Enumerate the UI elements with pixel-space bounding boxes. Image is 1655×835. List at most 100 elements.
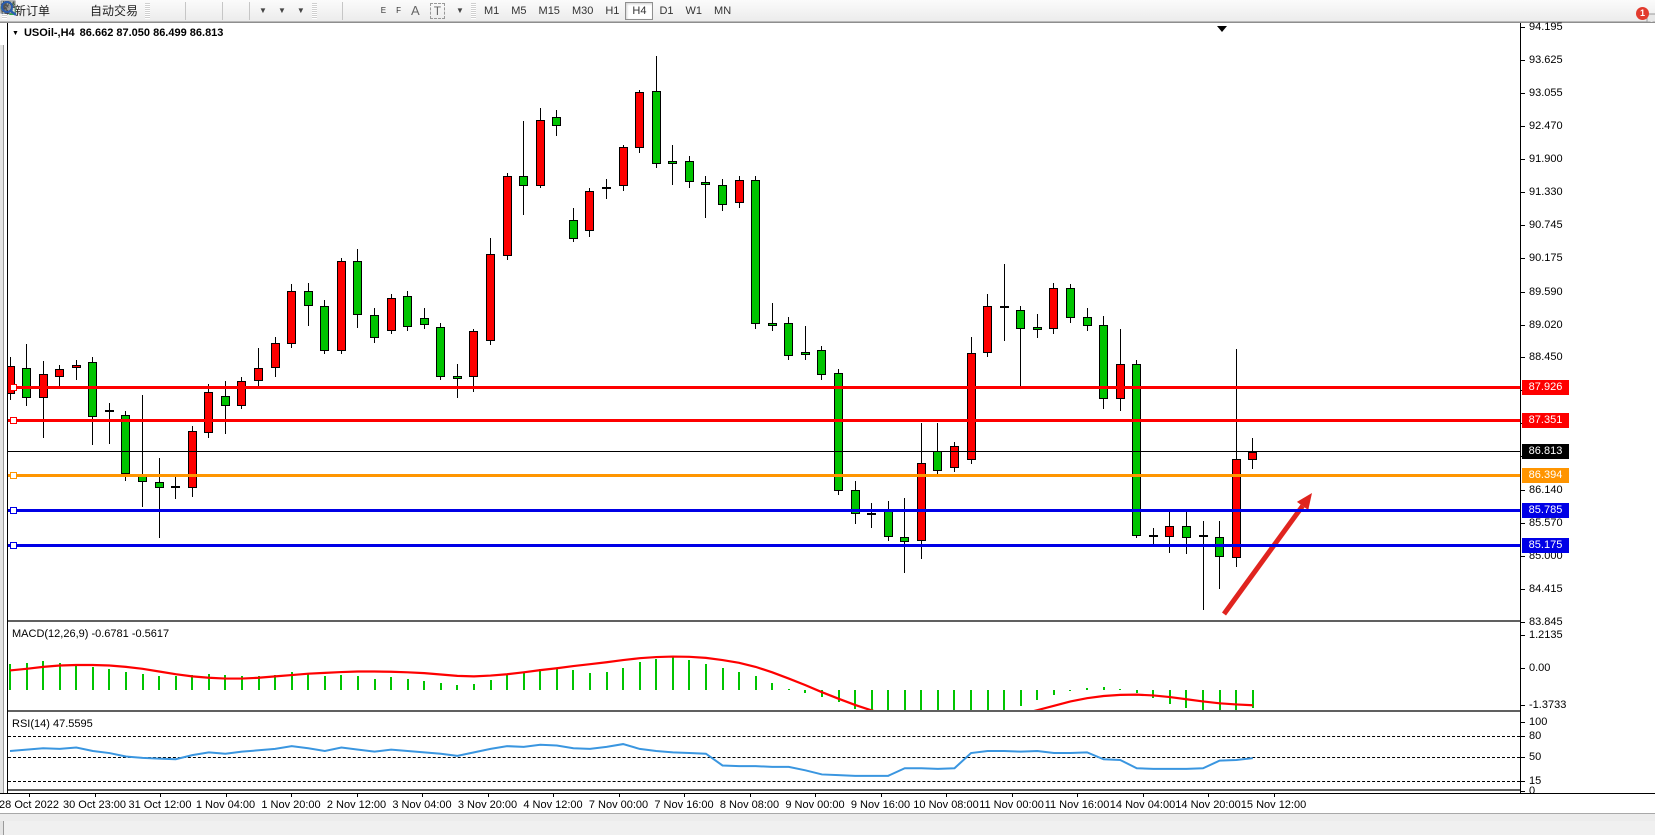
candle-wick (142, 394, 144, 507)
timeframe-D1[interactable]: D1 (659, 4, 674, 17)
chart-window: ▼ USOil-,H4 86.662 87.050 86.499 86.813 … (0, 21, 1655, 835)
candle-up (38, 374, 48, 398)
accounts-icon[interactable] (1, 1, 75, 21)
candlestick-mode-icon[interactable] (2, 1, 172, 21)
crosshair-tool-icon[interactable] (1, 0, 339, 21)
horizontal-line-86.394[interactable] (8, 474, 1520, 478)
arrows-tool-icon[interactable]: ▼ (0, 1, 469, 21)
candle-up (270, 342, 280, 369)
rsi-level-15 (8, 780, 1520, 782)
macd-histogram-bar (373, 678, 376, 690)
channel-tool-suffix: E (380, 6, 387, 15)
timeframe-W1[interactable]: W1 (685, 4, 703, 17)
line-chart-mode-icon[interactable] (0, 1, 182, 21)
horizontal-line-85.175[interactable] (8, 544, 1520, 548)
channel-tool-icon[interactable]: E (0, 1, 391, 21)
date-tick (1142, 794, 1144, 797)
macd-histogram-bar (804, 690, 807, 693)
candle-down (867, 512, 877, 516)
tile-windows-icon[interactable] (1, 1, 219, 21)
line-handle[interactable] (10, 472, 17, 480)
price-tick (1521, 258, 1525, 260)
macd-histogram-bar (25, 662, 28, 690)
toolbar-grip (145, 2, 151, 19)
line-handle[interactable] (10, 542, 17, 550)
macd-histogram-bar (671, 657, 674, 690)
macd-histogram-bar (356, 675, 359, 690)
macd-histogram-bar (771, 683, 774, 690)
new-order-button[interactable]: 新订单 (9, 1, 55, 21)
price-tick (1521, 589, 1525, 591)
date-tick (880, 794, 882, 797)
timeframe-M1[interactable]: M1 (483, 4, 500, 17)
horizontal-line-87.926[interactable] (8, 385, 1520, 389)
signal-icon[interactable] (0, 1, 85, 21)
date-tick (29, 794, 30, 797)
zoom-in-icon[interactable] (2, 1, 199, 21)
price-axis[interactable]: 94.195 93.625 93.055 92.470 91.900 91.330 90.7… (1521, 21, 1655, 797)
text-label-tool-icon[interactable]: T (425, 1, 450, 21)
main-price-panel[interactable] (8, 23, 1520, 622)
fibonacci-tool-icon[interactable]: F (1, 1, 406, 21)
bar-chart-mode-icon[interactable] (2, 1, 162, 21)
symbol-dropdown-icon[interactable]: ▼ (12, 29, 19, 37)
gold-ingot-icon[interactable] (2, 1, 65, 21)
chevron-down-icon: ▼ (277, 6, 286, 15)
timeframe-MN[interactable]: MN (714, 4, 732, 17)
price-badge: 85.785 (1522, 503, 1569, 519)
timeframe-M5[interactable]: M5 (511, 4, 527, 17)
candle-down (718, 185, 727, 205)
horizontal-line-87.351[interactable] (8, 419, 1520, 423)
chart-shift-icon[interactable] (0, 1, 246, 21)
timeframe-H4[interactable]: H4 (625, 1, 654, 20)
new-chart-button[interactable]: ▼ (0, 1, 272, 21)
rsi-panel[interactable]: RSI(14) 47.5595 (8, 716, 1520, 791)
timeframe-M15[interactable]: M15 (538, 4, 560, 17)
trendline-tool-icon[interactable] (1, 1, 376, 21)
vertical-line-tool-icon[interactable] (5, 1, 356, 21)
timeframe-M30[interactable]: M30 (571, 4, 594, 17)
auto-trading-button[interactable]: 自动交易 (0, 1, 143, 21)
line-handle[interactable] (10, 507, 17, 515)
trend-arrow[interactable] (8, 23, 1520, 622)
date-tick (618, 794, 620, 797)
candle-up (55, 369, 65, 378)
price-tick-label: 93.625 (1529, 53, 1563, 66)
candle-down (1099, 324, 1109, 399)
macd-histogram-bar (820, 690, 823, 697)
macd-tick (1521, 634, 1525, 636)
macd-histogram-bar (903, 690, 906, 710)
line-handle[interactable] (10, 383, 17, 391)
period-button[interactable]: ▼ (1, 1, 291, 21)
candle-down (1132, 364, 1142, 537)
date-tick (946, 794, 947, 797)
timeframe-H1[interactable]: H1 (605, 4, 620, 17)
candle-down (220, 395, 230, 406)
candle-down (22, 367, 32, 398)
template-button[interactable]: ▼ (0, 0, 310, 21)
date-label: 8 Nov 08:00 (719, 799, 780, 811)
price-badge: 85.175 (1522, 538, 1569, 554)
horizontal-line-86.813[interactable] (8, 450, 1520, 452)
candle-down (436, 327, 446, 377)
rsi-tick (1521, 722, 1525, 723)
horizontal-line-85.785[interactable] (8, 509, 1520, 513)
candle-wick (606, 179, 608, 200)
macd-histogram-bar (655, 658, 658, 690)
auto-scroll-icon[interactable] (0, 1, 236, 21)
horizontal-line-tool-icon[interactable] (1, 1, 366, 21)
candle-down (1181, 525, 1191, 539)
notification-badge: 1 (1636, 6, 1649, 20)
macd-panel[interactable]: MACD(12,26,9) -0.6781 -0.5617 (8, 626, 1520, 712)
date-axis[interactable]: 28 Oct 2022 30 Oct 23:00 31 Oct 12:00 1 Nov… (0, 793, 1655, 815)
macd-histogram-bar (953, 690, 956, 710)
cursor-tool-icon[interactable] (3, 1, 329, 21)
candle-down (834, 373, 843, 492)
text-tool-icon[interactable]: A (406, 1, 425, 21)
zoom-out-icon[interactable] (2, 1, 209, 21)
line-handle[interactable] (10, 417, 17, 425)
candle-wick (1202, 521, 1204, 610)
rsi-tick-label: 50 (1529, 750, 1542, 763)
price-tick (1521, 555, 1525, 557)
price-tick-label: 91.900 (1529, 152, 1563, 165)
